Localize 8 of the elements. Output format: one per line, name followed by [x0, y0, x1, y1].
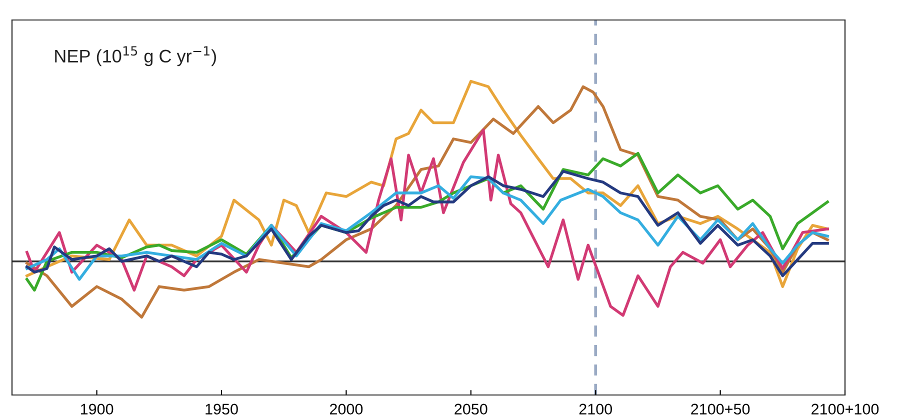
x-tick-label: 2100 — [579, 404, 612, 415]
x-tick-label: 2000 — [330, 404, 363, 415]
y-axis-title: NEP (10$^{15}$ g C yr$^{−1}$) — [55, 46, 216, 66]
x-tick-label: 1900 — [80, 404, 114, 415]
x-tick-label: 2100+50 — [691, 404, 750, 415]
x-tick-label: 2050 — [454, 404, 488, 415]
x-tick-label: 2100+100 — [812, 404, 879, 415]
x-tick-label: 1950 — [206, 404, 238, 415]
